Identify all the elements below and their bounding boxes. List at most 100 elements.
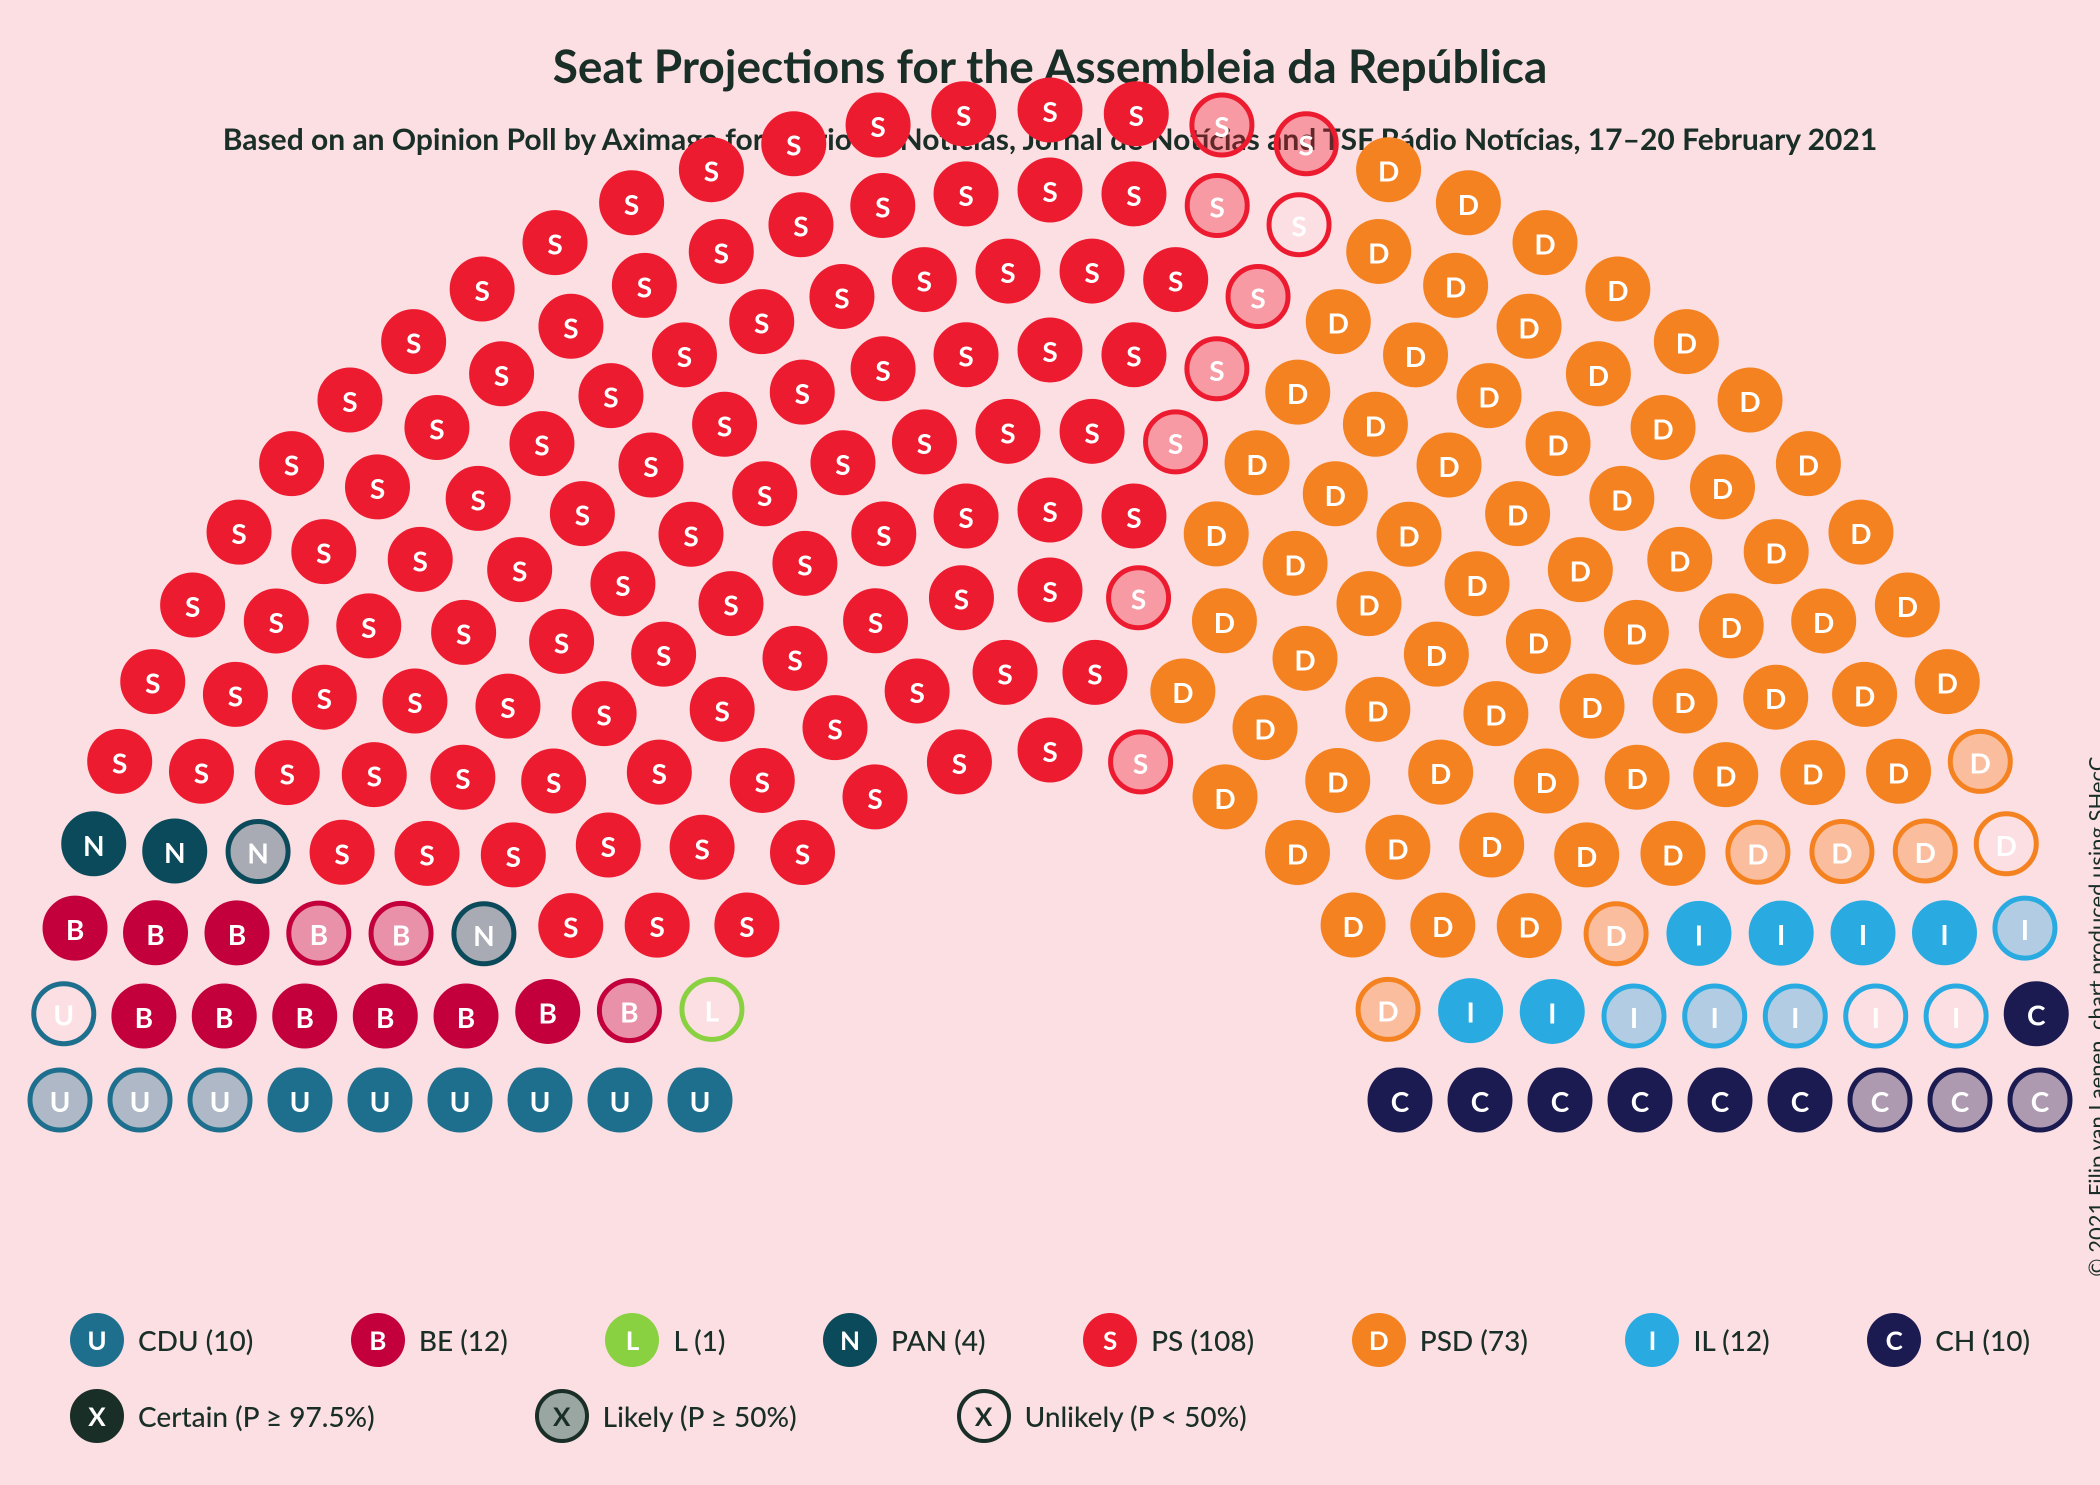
svg-text:D: D [1676, 326, 1697, 360]
seat-BE: B [125, 903, 185, 963]
svg-text:S: S [867, 781, 882, 815]
svg-text:I: I [1548, 995, 1556, 1029]
seat-PSD: D [1275, 628, 1335, 688]
seat-PSD: D [1588, 259, 1648, 319]
svg-text:S: S [1131, 582, 1146, 616]
svg-text:D: D [1588, 358, 1609, 392]
legend-swatch-PAN: N [823, 1313, 877, 1367]
seat-PSD: D [1323, 895, 1383, 955]
legend-swatch-IL: I [1625, 1313, 1679, 1367]
svg-text:S: S [563, 910, 578, 944]
seat-PS: S [1104, 164, 1164, 224]
svg-text:U: U [290, 1084, 311, 1118]
seat-PSD: D [1895, 821, 1955, 881]
svg-text:D: D [1605, 918, 1626, 952]
svg-text:B: B [457, 1000, 475, 1034]
seat-PSD: D [1508, 611, 1568, 671]
seat-PSD: D [1308, 292, 1368, 352]
svg-text:D: D [1507, 498, 1528, 532]
probability-legend: XCertain (P ≥ 97.5%)XLikely (P ≥ 50%)XUn… [70, 1389, 1470, 1443]
seat-IL: I [1669, 903, 1729, 963]
seat-PS: S [936, 486, 996, 546]
svg-text:D: D [1996, 828, 2017, 862]
seat-PAN: N [64, 814, 124, 874]
svg-text:S: S [624, 187, 639, 221]
svg-text:S: S [1042, 174, 1057, 208]
seat-PSD: D [1515, 213, 1575, 273]
svg-text:B: B [539, 995, 557, 1029]
seat-PS: S [1062, 401, 1122, 461]
seat-PS: S [294, 522, 354, 582]
seat-PS: S [1146, 412, 1206, 472]
svg-text:U: U [210, 1084, 231, 1118]
seat-IL: I [1915, 903, 1975, 963]
legend-label-CDU: CDU (10) [138, 1323, 253, 1357]
svg-text:D: D [1765, 681, 1786, 715]
svg-text:S: S [413, 543, 428, 577]
seat-PS: S [1192, 95, 1252, 155]
svg-text:D: D [1626, 616, 1647, 650]
seat-PSD: D [1345, 394, 1405, 454]
svg-text:U: U [610, 1084, 631, 1118]
svg-text:D: D [1850, 516, 1871, 550]
seat-PS: S [805, 698, 865, 758]
seat-PS: S [593, 554, 653, 614]
svg-text:S: S [1168, 426, 1183, 460]
svg-text:U: U [53, 998, 74, 1032]
seat-CH: C [2006, 984, 2066, 1044]
legend-swatch-BE: B [351, 1313, 405, 1367]
prob-label-unlikely: Unlikely (P < 50%) [1025, 1399, 1247, 1433]
svg-text:C: C [1791, 1084, 1810, 1118]
seat-IL: I [1765, 986, 1825, 1046]
svg-text:D: D [1607, 273, 1628, 307]
svg-text:C: C [2031, 1084, 2050, 1118]
seat-PS: S [385, 671, 445, 731]
svg-text:D: D [1438, 449, 1459, 483]
seat-BE: B [599, 981, 659, 1041]
seat-PS: S [205, 664, 265, 724]
seat-PS: S [1104, 486, 1164, 546]
seat-PSD: D [1877, 575, 1937, 635]
seat-PSD: D [1194, 591, 1254, 651]
seat-BE: B [289, 903, 349, 963]
svg-text:S: S [145, 666, 160, 700]
seat-PSD: D [1516, 751, 1576, 811]
seat-PS: S [654, 325, 714, 385]
seat-PS: S [574, 684, 634, 744]
legend-item-PSD: DPSD (73) [1352, 1313, 1528, 1367]
seat-PSD: D [1358, 979, 1418, 1039]
seat-PSD: D [1562, 676, 1622, 736]
seat-PSD: D [1586, 904, 1646, 964]
svg-text:S: S [601, 829, 616, 863]
svg-text:D: D [1287, 376, 1308, 410]
seat-PS: S [765, 628, 825, 688]
svg-text:S: S [269, 605, 284, 639]
svg-text:C: C [1471, 1084, 1490, 1118]
svg-text:U: U [130, 1084, 151, 1118]
svg-text:D: D [1325, 478, 1346, 512]
svg-text:I: I [1859, 917, 1867, 951]
svg-text:S: S [317, 681, 332, 715]
seat-PSD: D [1592, 468, 1652, 528]
prob-label-certain: Certain (P ≥ 97.5%) [138, 1399, 375, 1433]
svg-text:C: C [2027, 998, 2046, 1032]
seat-PS: S [934, 84, 994, 144]
svg-text:D: D [1214, 781, 1235, 815]
seat-BE: B [371, 903, 431, 963]
svg-text:S: S [596, 698, 611, 732]
seat-PS: S [848, 95, 908, 155]
legend-swatch-L: L [605, 1313, 659, 1367]
seat-PS: S [209, 502, 269, 562]
svg-text:S: S [739, 909, 754, 943]
seat-PS: S [661, 504, 721, 564]
svg-text:S: S [795, 376, 810, 410]
prob-item-likely: XLikely (P ≥ 50%) [535, 1389, 797, 1443]
seat-PSD: D [1607, 747, 1667, 807]
seat-PSD: D [1778, 434, 1838, 494]
svg-text:D: D [1721, 610, 1742, 644]
legend-swatch-PS: S [1083, 1313, 1137, 1367]
svg-text:C: C [1391, 1084, 1410, 1118]
svg-text:D: D [1534, 227, 1555, 261]
svg-text:S: S [563, 310, 578, 344]
svg-text:S: S [637, 269, 652, 303]
